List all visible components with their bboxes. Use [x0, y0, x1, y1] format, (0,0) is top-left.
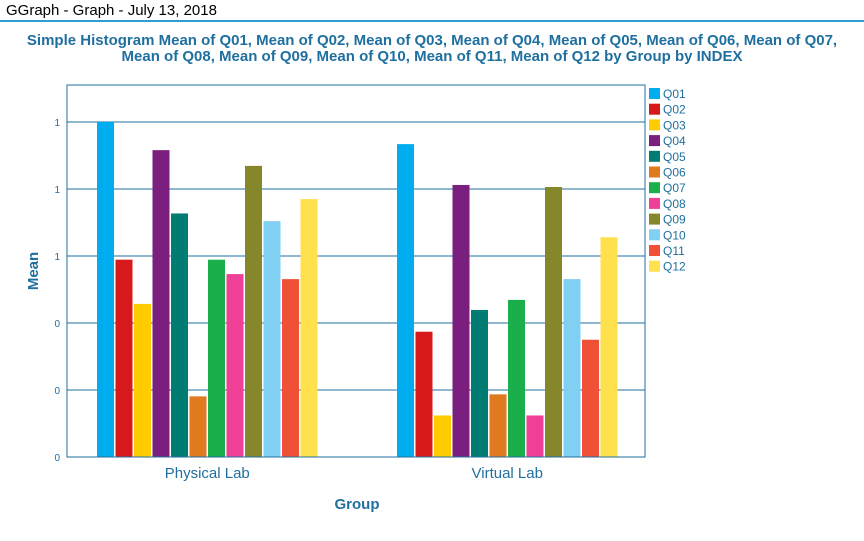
- bar-q10-1: [563, 279, 581, 457]
- y-tick-label: 0: [54, 319, 60, 330]
- x-tick-label: Physical Lab: [165, 465, 250, 482]
- y-tick-label: 1: [54, 252, 60, 263]
- bar-q03-1: [434, 415, 451, 457]
- legend-label-q05: Q05: [663, 150, 686, 164]
- legend-label-q06: Q06: [663, 166, 686, 180]
- x-tick-labels: Physical Lab Virtual Lab: [165, 465, 543, 482]
- legend-label-q03: Q03: [663, 118, 686, 132]
- y-axis-label: Mean: [25, 252, 42, 290]
- bar-q07-1: [508, 299, 525, 457]
- legend-swatch-q10: [649, 229, 660, 241]
- legend-swatch-q09: [649, 213, 660, 225]
- x-axis-label: Group: [335, 496, 380, 513]
- legend-label-q09: Q09: [663, 213, 686, 227]
- legend-swatch-q08: [649, 197, 660, 209]
- bar-q03-0: [134, 303, 151, 457]
- y-tick-label: 0: [54, 386, 60, 397]
- bar-q04-0: [152, 150, 170, 457]
- bar-q11-0: [282, 279, 299, 457]
- legend-swatch-q03: [649, 119, 660, 131]
- legend-label-q04: Q04: [663, 134, 686, 148]
- bar-q01-0: [97, 122, 114, 457]
- bar-q06-1: [489, 394, 507, 457]
- bar-q05-0: [171, 213, 188, 457]
- legend-swatch-q06: [649, 166, 660, 178]
- bar-q06-0: [189, 396, 207, 457]
- legend-swatch-q01: [649, 88, 660, 99]
- legend-swatch-q11: [649, 245, 660, 256]
- bar-q01-1: [397, 144, 414, 458]
- bar-q02-0: [115, 259, 133, 457]
- bar-q05-1: [471, 309, 488, 457]
- legend-swatch-q12: [649, 260, 660, 272]
- legend-label-q01: Q01: [663, 87, 686, 101]
- legend-label-q12: Q12: [663, 260, 686, 274]
- bar-q07-0: [208, 259, 225, 457]
- bar-q08-0: [226, 274, 244, 457]
- bar-q12-1: [600, 237, 618, 457]
- bars: [97, 122, 618, 458]
- x-tick-label: Virtual Lab: [472, 465, 543, 482]
- bar-q08-1: [526, 415, 544, 457]
- legend-label-q11: Q11: [663, 244, 685, 258]
- legend-label-q08: Q08: [663, 197, 686, 211]
- y-tick-label: 1: [54, 185, 60, 196]
- legend-label-q10: Q10: [663, 228, 686, 242]
- chart-title: Simple Histogram Mean of Q01, Mean of Q0…: [26, 32, 838, 65]
- plot-frame: [66, 84, 646, 458]
- bar-q02-1: [415, 331, 433, 457]
- legend-swatch-q07: [649, 182, 660, 194]
- bar-q10-0: [263, 221, 281, 457]
- bar-q12-0: [300, 199, 318, 458]
- y-tick-label: 0: [54, 453, 60, 464]
- y-tick-label: 1: [54, 118, 60, 129]
- y-tick-labels: 0 0 0 1 1 1: [54, 118, 60, 464]
- bar-q11-1: [582, 339, 599, 457]
- bar-q09-0: [245, 165, 262, 457]
- legend-label-q02: Q02: [663, 103, 686, 117]
- bar-q09-1: [545, 186, 562, 458]
- window-title: GGraph - Graph - July 13, 2018: [6, 2, 217, 19]
- window-title-bar: GGraph - Graph - July 13, 2018: [0, 0, 864, 22]
- legend-swatch-q05: [649, 150, 660, 162]
- bar-q04-1: [452, 184, 470, 458]
- legend-label-q07: Q07: [663, 181, 686, 195]
- legend-swatch-q04: [649, 135, 660, 147]
- legend-swatch-q02: [649, 103, 660, 115]
